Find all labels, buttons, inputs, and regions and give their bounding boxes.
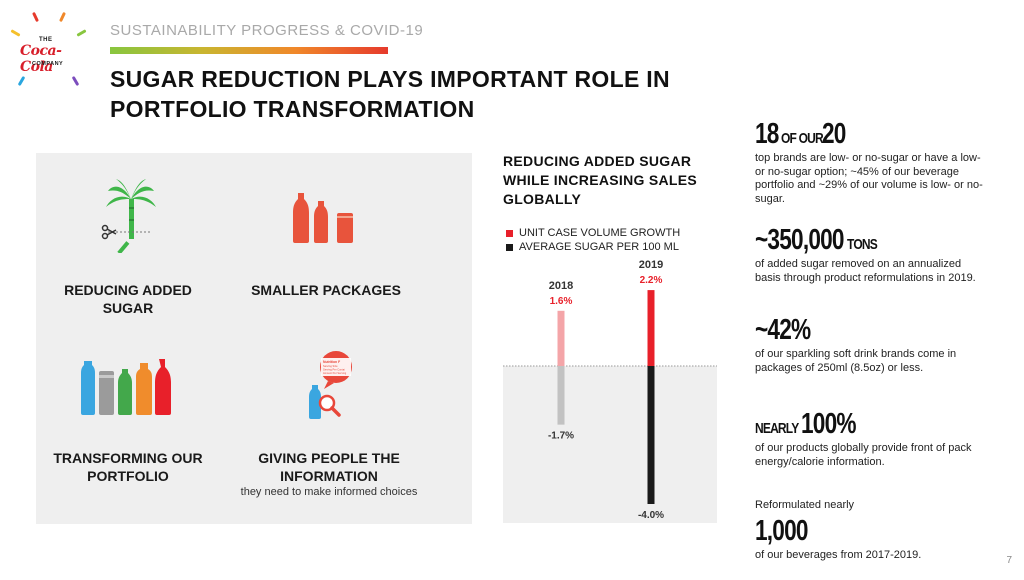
stat-front-of-pack: NEARLY100% of our products globally prov… [755, 410, 983, 469]
stat-headline: NEARLY100% [755, 410, 983, 439]
stat-unit: NEARLY [755, 420, 799, 437]
stat-description: of our sparkling soft drink brands come … [755, 348, 957, 374]
chart-title: REDUCING ADDED SUGAR WHILE INCREASING SA… [503, 153, 698, 207]
stat-small-packages: ~42% of our sparkling soft drink brands … [755, 316, 983, 375]
gradient-divider [110, 47, 388, 54]
bar-unit-case-volume-2019 [647, 290, 655, 366]
beverage-portfolio-icon [81, 359, 171, 415]
stat-description: of our products globally provide front o… [755, 442, 972, 468]
stat-number: 100% [801, 408, 857, 440]
nutrition-line-text: Serving Size [323, 364, 338, 368]
pillar-giving-information: GIVING PEOPLE THE INFORMATION they need … [224, 449, 434, 499]
stat-description: of added sugar removed on an annualized … [755, 258, 976, 284]
stat-headline: 18 OF OUR20 [755, 120, 983, 149]
bar-average-sugar-2018 [557, 366, 565, 425]
section-eyebrow: SUSTAINABILITY PROGRESS & COVID-19 [110, 22, 424, 39]
stat-description: of our beverages from 2017-2019. [755, 548, 922, 561]
legend-swatch [506, 243, 513, 251]
logo-ray [32, 11, 39, 23]
nutrition-line-text: Serving Per Contai [323, 368, 345, 372]
pillar-giving-information-label: GIVING PEOPLE THE INFORMATION [258, 450, 400, 484]
data-label-volume-2019: 2.2% [640, 275, 663, 286]
stat-reformulated: Reformulated nearly 1,000 of our beverag… [755, 496, 983, 562]
page-title: SUGAR REDUCTION PLAYS IMPORTANT ROLE IN … [110, 66, 670, 122]
stat-unit: OF OUR [781, 130, 824, 147]
small-bottles-icon [293, 193, 353, 243]
sugarcane-scissors-icon [101, 179, 156, 253]
legend-entry-average-sugar: AVERAGE SUGAR PER 100 ML [506, 240, 680, 254]
stat-top-brands: 18 OF OUR20 top brands are low- or no-sug… [755, 120, 983, 206]
sugar-sales-bar-chart: 1.6% -1.7% 2018 2.2% -4.0% 2019 [503, 259, 717, 523]
logo-ray [76, 29, 87, 37]
stat-number: 20 [821, 118, 846, 150]
stat-headline: 1,000 [755, 514, 983, 547]
legend-label: UNIT CASE VOLUME GROWTH [519, 227, 681, 239]
bar-unit-case-volume-2018 [557, 310, 565, 366]
nutrition-label-magnifier-icon: Nutrition F Serving Size Serving Per Con… [309, 351, 352, 419]
stat-unit: TONS [846, 236, 878, 253]
pillars-panel: REDUCING ADDED SUGAR SMALLER PACKAGES TR… [36, 153, 472, 524]
stat-headline: ~42% [755, 316, 983, 345]
logo-ray [59, 11, 66, 23]
nutrition-facts-text: Nutrition F [323, 360, 340, 364]
logo-script: Coca-Cola [20, 43, 62, 75]
stat-tons-sugar-removed: ~350,000 TONS of added sugar removed on a… [755, 226, 983, 285]
page-number: 7 [1006, 555, 1012, 566]
stat-number: 1,000 [755, 514, 808, 547]
legend-swatch [506, 229, 513, 237]
stat-description: top brands are low- or no-sugar or have … [755, 152, 983, 205]
logo-company: COMPANY [32, 61, 64, 67]
pillar-reducing-added-sugar: REDUCING ADDED SUGAR [64, 282, 192, 316]
stat-number: 18 [755, 118, 779, 150]
stat-headline: ~350,000 TONS [755, 226, 983, 255]
stat-number: ~350,000 [755, 224, 845, 256]
category-label-2018: 2018 [549, 280, 573, 292]
stat-preface: Reformulated nearly [755, 499, 855, 511]
bar-average-sugar-2019 [647, 366, 655, 504]
pillar-giving-information-subtext: they need to make informed choices [240, 486, 418, 498]
data-label-sugar-2019: -4.0% [638, 510, 664, 521]
pillar-smaller-packages: SMALLER PACKAGES [251, 282, 401, 298]
chart-legend: UNIT CASE VOLUME GROWTH AVERAGE SUGAR PE… [506, 226, 680, 254]
logo-ray [17, 75, 26, 87]
data-label-volume-2018: 1.6% [550, 296, 573, 307]
legend-label: AVERAGE SUGAR PER 100 ML [519, 241, 679, 253]
logo-ray [71, 75, 80, 87]
stat-number: ~42% [755, 314, 811, 346]
nutrition-line-text: Amount Per Serving [323, 371, 347, 375]
data-label-sugar-2018: -1.7% [548, 431, 574, 442]
chart-negative-region [503, 366, 717, 523]
legend-entry-unit-case-volume: UNIT CASE VOLUME GROWTH [506, 226, 680, 240]
logo-the: THE [39, 37, 53, 43]
pillar-transforming-portfolio: TRANSFORMING OUR PORTFOLIO [53, 450, 203, 484]
coca-cola-logo: THE Coca-Cola COMPANY [10, 8, 90, 94]
logo-ray [10, 29, 21, 37]
category-label-2019: 2019 [639, 259, 663, 271]
